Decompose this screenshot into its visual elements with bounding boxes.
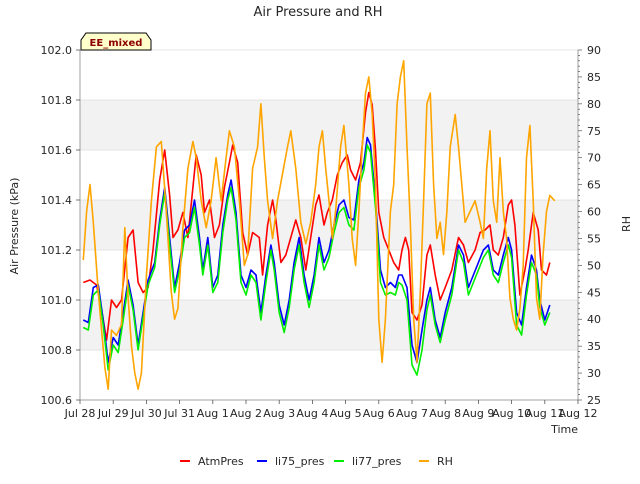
y2-tick-label: 55 [587,232,601,245]
y-tick-label: 101.4 [41,194,73,207]
y2-tick-label: 40 [587,313,601,326]
y2-tick-label: 80 [587,98,601,111]
series-line-atmpres [83,91,551,341]
y-tick-label: 102.0 [41,44,73,57]
y-tick-label: 100.6 [41,394,73,407]
y2-tick-label: 65 [587,179,601,192]
y-tick-label: 101.2 [41,244,73,257]
y2-tick-label: 70 [587,152,601,165]
y2-tick-label: 60 [587,206,601,219]
y2-tick-label: 75 [587,125,601,138]
y2-tick-label: 30 [587,367,601,380]
x-tick-label: Aug 4 [296,407,328,420]
y2-tick-label: 90 [587,44,601,57]
x-tick-label: Aug 1 [197,407,229,420]
x-tick-label: Jul 29 [97,407,129,420]
x-tick-label: Aug 5 [330,407,362,420]
axes [79,50,579,401]
y-tick-label: 101.8 [41,94,73,107]
y-axis-label: Air Pressure (kPa) [8,178,21,275]
chart-title: Air Pressure and RH [253,5,382,20]
background-band [80,300,578,350]
x-tick-label: Jul 30 [130,407,162,420]
y-axis-ticks: 100.6 100.8 101.0 101.2 101.4 101.6 101.8 102.0 [41,44,80,407]
legend: AtmPres li75_pres li77_pres RH [180,455,453,468]
x-axis-label: Time [550,423,578,436]
background-band [80,100,578,150]
x-tick-label: Aug 8 [429,407,461,420]
y2-axis-label: RH [620,216,633,232]
x-tick-label: Aug 3 [263,407,295,420]
legend-label-rh: RH [437,455,453,468]
x-tick-label: Aug 7 [396,407,428,420]
x-tick-label: Jul 31 [163,407,195,420]
series-layer [82,60,556,390]
x-tick-label: Aug 11 [525,407,564,420]
legend-label-li77_pres: li77_pres [352,455,402,468]
x-tick-label: Aug 9 [462,407,494,420]
x-tick-label: Jul 28 [64,407,96,420]
x-tick-label: Aug 6 [363,407,395,420]
y2-tick-label: 50 [587,259,601,272]
legend-label-li75_pres: li75_pres [275,455,325,468]
badge-label: EE_mixed [90,38,143,49]
y-tick-label: 100.8 [41,344,73,357]
y2-axis-ticks: 25 30 35 40 45 50 55 60 65 70 75 80 85 90 [578,44,601,407]
series-line-rh [82,60,556,390]
badge-box [80,32,152,51]
y2-tick-label: 35 [587,340,601,353]
y-tick-label: 101.0 [41,294,73,307]
badge: EE_mixed [80,32,152,51]
x-tick-label: Aug 2 [230,407,262,420]
y2-tick-label: 85 [587,71,601,84]
y-tick-label: 101.6 [41,144,73,157]
x-tick-label: Aug 10 [492,407,531,420]
legend-label-atmpres: AtmPres [198,455,244,468]
x-tick-label: Aug 12 [559,407,598,420]
y2-tick-label: 25 [587,394,601,407]
y2-tick-label: 45 [587,286,601,299]
